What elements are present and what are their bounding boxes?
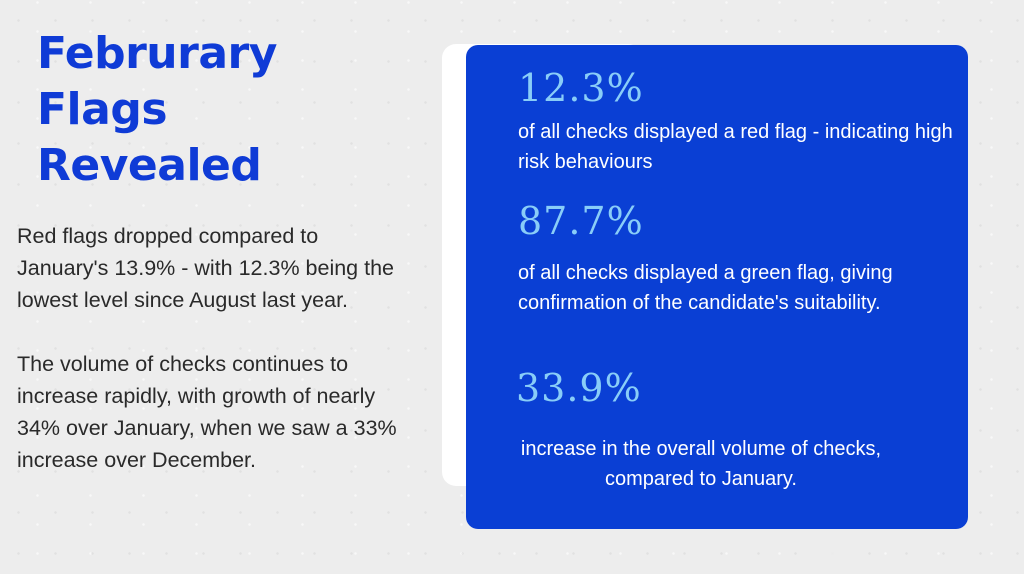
title-line-3: Revealed <box>37 140 262 191</box>
title-line-2: Flags <box>37 84 168 135</box>
stat-value: 12.3% <box>518 66 644 110</box>
stats-card: 12.3% of all checks displayed a red flag… <box>466 45 968 529</box>
stat-value: 87.7% <box>518 199 644 243</box>
stat-description: of all checks displayed a red flag - ind… <box>518 121 953 173</box>
summary-paragraph-2: The volume of checks continues to increa… <box>17 352 397 472</box>
stat-description: increase in the overall volume of checks… <box>520 438 882 490</box>
stat-value: 33.9% <box>516 366 642 410</box>
summary-paragraph-1: Red flags dropped compared to January's … <box>17 224 394 312</box>
page-title: Februrary Flags Revealed <box>37 26 337 194</box>
title-line-1: Februrary <box>37 28 277 79</box>
summary-text: Red flags dropped compared to January's … <box>17 220 402 476</box>
stat-description: of all checks displayed a green flag, gi… <box>518 262 893 314</box>
